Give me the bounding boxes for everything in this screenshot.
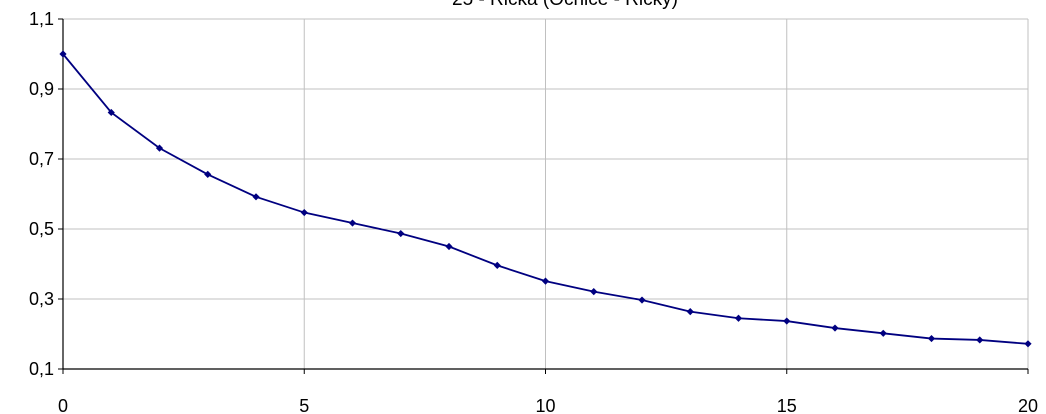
y-tick-label: 0,3 xyxy=(29,289,54,309)
y-tick-label: 0,9 xyxy=(29,79,54,99)
data-point-marker xyxy=(734,314,743,322)
data-point-marker xyxy=(445,242,453,251)
y-tick-label: 0,5 xyxy=(29,219,54,239)
data-point-marker xyxy=(107,108,115,117)
data-point-marker xyxy=(831,324,839,332)
data-point-marker xyxy=(1024,340,1032,348)
data-point-marker xyxy=(541,277,550,285)
data-point-marker xyxy=(493,261,501,269)
data-point-marker xyxy=(204,170,212,178)
y-tick-label: 1,1 xyxy=(29,9,54,29)
x-tick-label: 0 xyxy=(58,396,68,414)
data-point-marker xyxy=(348,219,357,227)
data-point-marker xyxy=(300,208,308,217)
data-point-marker xyxy=(155,144,164,152)
data-point-marker xyxy=(976,336,984,344)
data-point-marker xyxy=(59,50,67,58)
axes xyxy=(58,18,1029,374)
y-tick-labels: 1,1 0,9 0,7 0,5 0,3 0,1 xyxy=(29,9,54,379)
y-tick-label: 0,1 xyxy=(29,359,54,379)
data-series xyxy=(59,50,1032,348)
data-point-marker xyxy=(927,334,936,343)
x-tick-label: 5 xyxy=(299,396,309,414)
x-tick-label: 10 xyxy=(535,396,555,414)
data-point-marker xyxy=(783,317,791,325)
data-point-marker xyxy=(638,296,646,304)
chart-title: 25 - Ricka (Očnice - Ricky) xyxy=(452,0,678,10)
x-tick-label: 20 xyxy=(1018,396,1038,414)
grid-lines xyxy=(62,18,1029,370)
data-point-marker xyxy=(397,229,405,238)
y-tick-label: 0,7 xyxy=(29,149,54,169)
x-tick-label: 15 xyxy=(777,396,797,414)
x-tick-labels: 0 5 10 15 20 xyxy=(58,396,1038,414)
data-point-marker xyxy=(686,308,694,316)
data-point-marker xyxy=(879,329,887,337)
data-point-marker xyxy=(590,288,598,296)
data-point-marker xyxy=(252,193,260,201)
